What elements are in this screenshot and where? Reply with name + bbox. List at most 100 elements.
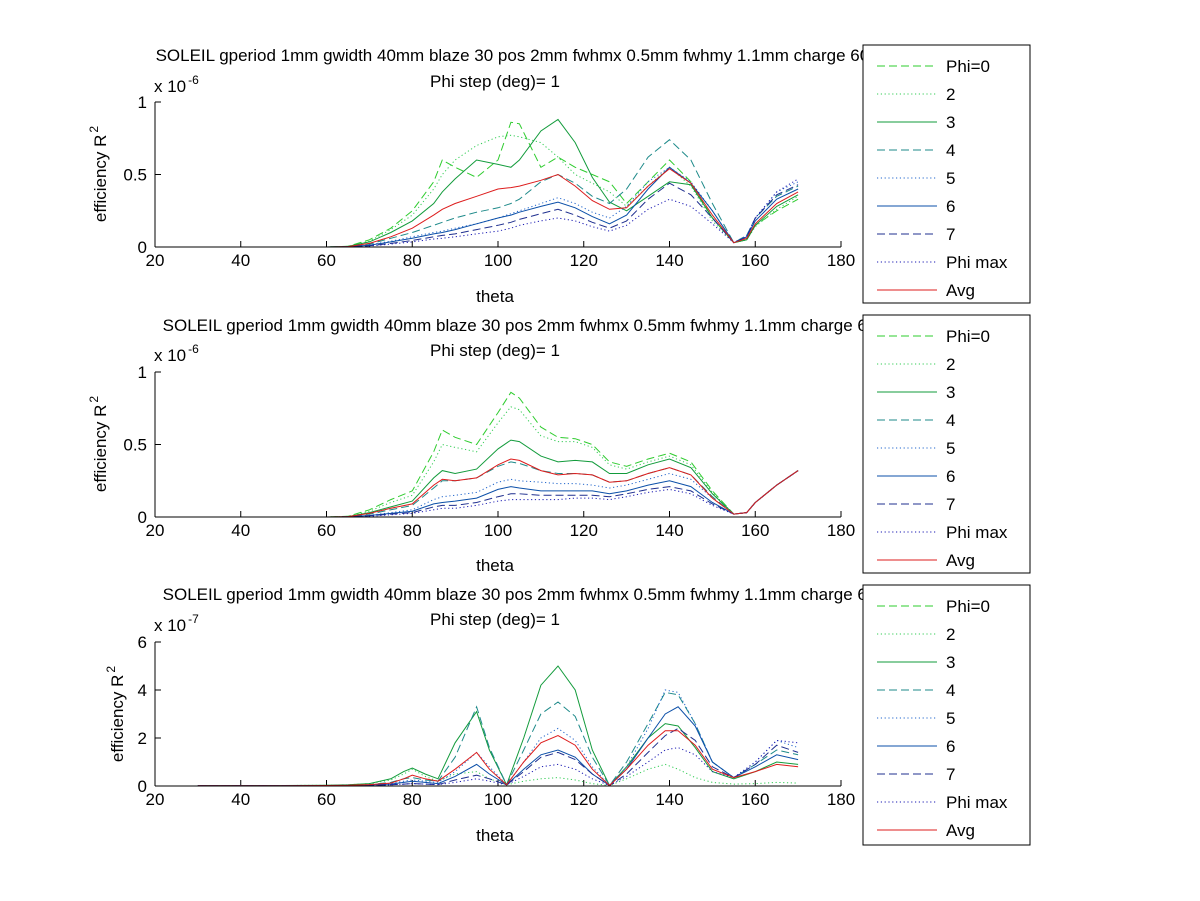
x-tick-label: 100 (484, 790, 512, 809)
legend-label: 7 (946, 225, 955, 244)
legend-label: 5 (946, 169, 955, 188)
x-tick-label: 40 (231, 790, 250, 809)
axes: 20 40 60 80 100 120 140 160 180 0 2 4 6 (138, 633, 856, 809)
x-tick-label: 180 (827, 521, 855, 540)
x-tick-label: 20 (146, 790, 165, 809)
series-line-9 (197, 168, 799, 248)
legend-label: 6 (946, 737, 955, 756)
series-line-7 (197, 182, 799, 248)
x-tick-label: 120 (570, 790, 598, 809)
y-multiplier: x 10 -6 (154, 342, 199, 365)
legend-label: 4 (946, 141, 955, 160)
legend-box (862, 314, 1031, 574)
y-tick-label: 4 (138, 681, 147, 700)
legend-label: 6 (946, 467, 955, 486)
legend-label: 6 (946, 197, 955, 216)
legend-label: 3 (946, 113, 955, 132)
legend-label: Avg (946, 821, 975, 840)
legend-label: 7 (946, 765, 955, 784)
legend-label: 2 (946, 625, 955, 644)
x-tick-label: 160 (741, 790, 769, 809)
legend: Phi=0 2 3 4 5 6 7 Phi max Avg (862, 314, 1031, 574)
x-tick-label: 120 (570, 251, 598, 270)
series-line-1 (197, 391, 799, 518)
y-multiplier: x 10 -7 (154, 612, 199, 635)
y-tick-label: 0 (138, 508, 147, 527)
series-line-6 (197, 470, 799, 518)
x-axis-label: theta (476, 287, 514, 306)
x-tick-label: 80 (403, 790, 422, 809)
legend-box (862, 44, 1031, 304)
subplot-2: SOLEIL gperiod 1mm gwidth 40mm blaze 30 … (87, 316, 927, 575)
legend-label: Phi max (946, 253, 1008, 272)
legend-label: Phi=0 (946, 597, 990, 616)
title-line-2: Phi step (deg)= 1 (430, 341, 560, 360)
legend-label: Avg (946, 551, 975, 570)
title-line-1: SOLEIL gperiod 1mm gwidth 40mm blaze 30 … (163, 585, 928, 604)
x-tick-label: 20 (146, 251, 165, 270)
x-tick-label: 140 (655, 251, 683, 270)
x-tick-label: 80 (403, 521, 422, 540)
legend: Phi=0 2 3 4 5 6 7 Phi max Avg (862, 44, 1031, 304)
x-tick-label: 140 (655, 521, 683, 540)
legend-label: 2 (946, 355, 955, 374)
y-multiplier: x 10 -6 (154, 73, 199, 96)
series-line-8 (197, 178, 799, 248)
legend: Phi=0 2 3 4 5 6 7 Phi max Avg (862, 584, 1031, 846)
x-tick-label: 80 (403, 251, 422, 270)
legend-label: 5 (946, 439, 955, 458)
title-line-2: Phi step (deg)= 1 (430, 610, 560, 629)
x-axis-label: theta (476, 826, 514, 845)
y-axis-label: efficiency R2 (87, 396, 110, 493)
x-tick-label: 60 (317, 251, 336, 270)
x-tick-label: 180 (827, 251, 855, 270)
x-axis-label: theta (476, 556, 514, 575)
series-line-8 (197, 470, 799, 518)
y-axis-label: efficiency R2 (87, 126, 110, 223)
series-line-8 (197, 739, 799, 787)
x-tick-label: 40 (231, 521, 250, 540)
y-tick-label: 0.5 (123, 166, 147, 185)
series-line-3 (197, 665, 799, 787)
y-axis-label: efficiency R2 (104, 666, 127, 763)
y-tick-label: 2 (138, 729, 147, 748)
x-tick-label: 160 (741, 251, 769, 270)
subplot-1: SOLEIL gperiod 1mm gwidth 40mm blaze 30 … (87, 46, 934, 306)
x-tick-label: 140 (655, 790, 683, 809)
series-line-4 (197, 139, 799, 248)
x-tick-label: 60 (317, 790, 336, 809)
x-tick-label: 120 (570, 521, 598, 540)
legend-label: Phi=0 (946, 327, 990, 346)
series-line-3 (197, 439, 799, 518)
subplot-3: SOLEIL gperiod 1mm gwidth 40mm blaze 30 … (104, 585, 927, 845)
legend-label: 5 (946, 709, 955, 728)
legend-box (862, 584, 1031, 846)
series-line-9 (197, 458, 799, 518)
y-tick-label: 0 (138, 777, 147, 796)
x-tick-label: 160 (741, 521, 769, 540)
axes: 20 40 60 80 100 120 140 160 180 0 0.5 1 (123, 363, 855, 540)
x-tick-label: 180 (827, 790, 855, 809)
series-line-6 (197, 166, 799, 248)
title-line-1: SOLEIL gperiod 1mm gwidth 40mm blaze 30 … (163, 316, 928, 335)
legend-label: Avg (946, 281, 975, 300)
y-tick-label: 1 (138, 363, 147, 382)
legend-label: Phi max (946, 793, 1008, 812)
y-tick-label: 0.5 (123, 436, 147, 455)
y-tick-label: 0 (138, 238, 147, 257)
legend-label: 3 (946, 383, 955, 402)
legend-label: 4 (946, 681, 955, 700)
legend-label: 3 (946, 653, 955, 672)
series-line-4 (197, 461, 799, 518)
y-tick-label: 1 (138, 93, 147, 112)
x-tick-label: 100 (484, 251, 512, 270)
title-line-1: SOLEIL gperiod 1mm gwidth 40mm blaze 30 … (156, 46, 935, 65)
legend-label: 2 (946, 85, 955, 104)
legend-label: Phi=0 (946, 57, 990, 76)
x-tick-label: 40 (231, 251, 250, 270)
y-tick-label: 6 (138, 633, 147, 652)
legend-label: 4 (946, 411, 955, 430)
series-line-9 (197, 730, 799, 787)
legend-label: 7 (946, 495, 955, 514)
